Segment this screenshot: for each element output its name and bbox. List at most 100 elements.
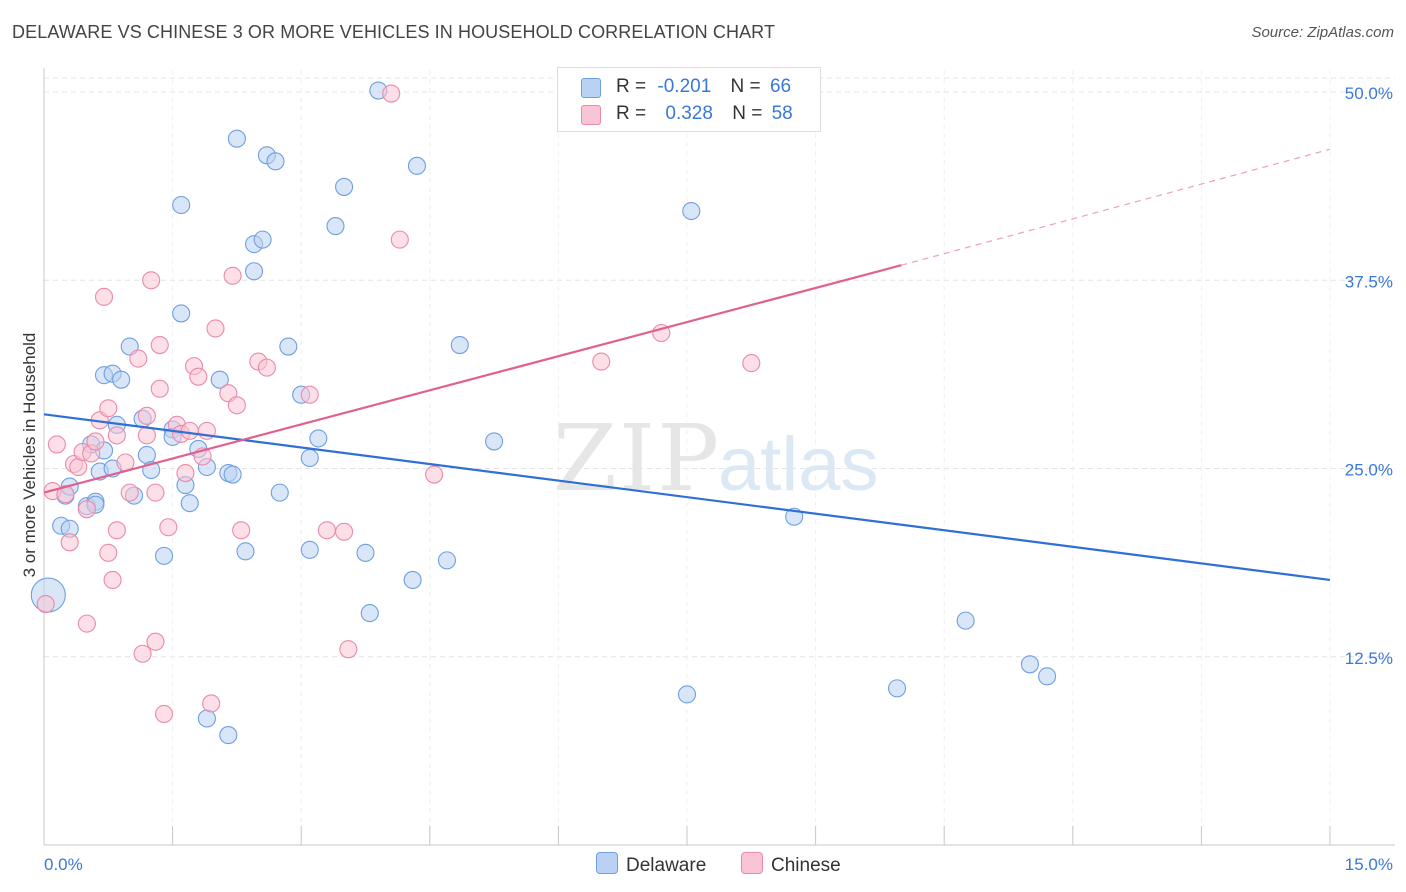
watermark-atlas: atlas [718,422,879,507]
chinese-point [137,426,156,445]
chinese-point [56,485,75,504]
delaware-point [360,604,379,623]
chinese-point [339,640,358,659]
delaware-point [335,177,354,196]
x-tick-label-min: 0.0% [44,855,83,874]
delaware-point [210,370,229,389]
chinese-point [176,463,195,483]
delaware-trend-line [43,413,1331,582]
chinese-point [232,521,251,540]
delaware-legend-swatch [596,852,618,874]
delaware-point [223,465,242,484]
legend-r-value: -0.201 [657,76,712,97]
data-points [30,81,1057,745]
chinese-trend-line [43,264,902,494]
tick-labels: 12.5% 25.0% 37.5% 50.0% 0.0% 15.0% [44,84,1393,874]
chinese-point [592,352,611,371]
delaware-point [1038,667,1057,686]
chinese-point [142,271,161,290]
delaware-legend-label: Delaware [626,855,707,876]
delaware-point [407,156,426,175]
chinese-point [77,614,96,633]
x-tick-label-max: 15.0% [1345,855,1393,874]
delaware-point [437,551,456,570]
delaware-point [137,445,156,465]
chinese-point [99,543,118,562]
delaware-point [309,429,328,448]
delaware-point [450,335,469,355]
delaware-point [112,370,131,389]
delaware-point [682,201,701,221]
chinese-point [425,465,444,484]
delaware-point [300,540,319,559]
delaware-point [485,432,504,451]
chinese-legend-label: Chinese [771,855,841,876]
chinese-swatch [581,105,601,125]
legend-r-value: 0.328 [665,103,713,124]
legend-r-label: R = [616,76,647,97]
chinese-point [180,421,199,440]
legend-n-value: 66 [769,76,792,97]
delaware-point [219,726,238,745]
delaware-point [227,129,246,148]
delaware-point [172,304,191,323]
chinese-point [257,358,276,377]
axes [43,68,1395,846]
delaware-point [356,543,375,562]
delaware-point [887,679,907,698]
legend-n-label: N = [730,76,761,97]
chinese-point [206,319,225,338]
chinese-point [77,500,96,519]
delaware-point [180,494,199,513]
chinese-point [103,570,122,590]
chinese-point [146,483,165,502]
chinese-point [94,287,114,306]
delaware-point [300,448,319,468]
delaware-point [956,611,975,630]
chinese-point [129,349,148,368]
y-tick-label: 37.5% [1345,272,1393,291]
bottom-legend-chinese: Chinese [741,852,841,877]
y-tick-label: 50.0% [1345,84,1393,103]
delaware-point [253,230,272,249]
chinese-point [300,385,319,404]
chinese-point [227,396,246,415]
legend-n-value: 58 [771,103,793,124]
chinese-point [390,230,409,249]
delaware-point [244,262,264,281]
chinese-point [154,704,174,724]
chinese-point [137,406,156,425]
legend-r-label: R = [616,103,647,124]
chinese-point [317,521,336,540]
chinese-point [107,426,126,445]
delaware-point [677,685,697,704]
delaware-point [326,217,345,236]
chinese-point [133,644,152,663]
chinese-point [36,595,55,614]
chinese-point [99,399,118,418]
trend-lines [43,148,1331,582]
chinese-point [47,435,66,454]
chinese-point [223,266,242,285]
chinese-point [202,694,221,713]
chinese-point [107,521,126,540]
chinese-trend-extrapolation [901,148,1331,266]
delaware-point [270,483,289,502]
chinese-point [189,367,208,386]
stats-legend: R = -0.201 N = 66 R = 0.328 N = 58 [557,67,821,132]
bottom-legend-delaware: Delaware [596,852,706,877]
delaware-point [236,542,255,561]
legend-n-label: N = [732,103,763,124]
delaware-point [403,570,422,590]
delaware-point [154,546,174,565]
chinese-point [335,522,354,541]
chinese-point [159,518,178,537]
delaware-point [266,152,285,171]
chinese-legend-swatch [741,852,763,874]
delaware-point [172,195,191,215]
y-tick-label: 25.0% [1345,461,1393,480]
source-label: Source: ZipAtlas.com [1251,24,1394,41]
delaware-point [1020,655,1039,674]
chinese-point [86,432,105,451]
